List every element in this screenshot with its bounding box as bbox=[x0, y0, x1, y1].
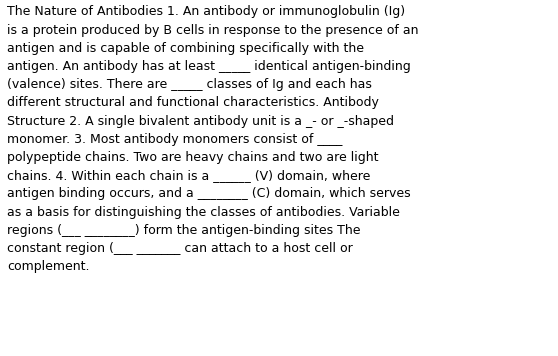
Text: The Nature of Antibodies 1. An antibody or immunoglobulin (Ig)
is a protein prod: The Nature of Antibodies 1. An antibody … bbox=[7, 5, 418, 273]
